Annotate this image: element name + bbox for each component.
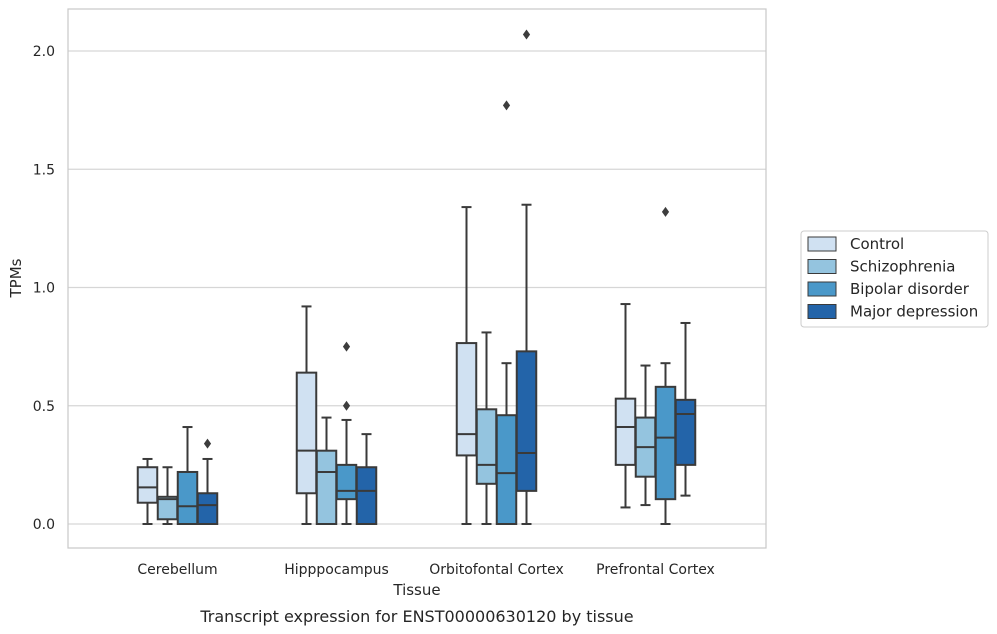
box-iqr	[176, 470, 199, 525]
x-tick-label: Prefrontal Cortex	[596, 562, 715, 578]
x-tick-label: Orbitofontal Cortex	[429, 562, 564, 578]
box-iqr	[515, 350, 538, 492]
y-tick-label: 1.5	[33, 162, 55, 178]
box-iqr	[196, 492, 219, 526]
legend-label: Major depression	[850, 303, 978, 321]
legend-items: Control Schizophrenia Bipolar disorder Majo…	[807, 235, 978, 321]
legend-item: Schizophrenia	[807, 258, 955, 276]
legend-label: Schizophrenia	[850, 258, 955, 276]
box-iqr	[295, 371, 318, 495]
legend-swatch	[807, 236, 837, 252]
box-iqr	[475, 408, 498, 485]
box-iqr	[614, 397, 637, 466]
outlier-point	[342, 400, 351, 411]
outlier-point	[661, 206, 670, 217]
box-iqr	[674, 398, 697, 466]
box-major-depression	[515, 29, 538, 525]
chart-caption: Transcript expression for ENST0000063012…	[199, 607, 633, 626]
box-bipolar-disorder	[335, 341, 358, 525]
outlier-point	[522, 29, 531, 40]
box-schizophrenia	[315, 416, 338, 525]
box-iqr	[654, 385, 677, 501]
y-tick-label: 1.0	[33, 281, 55, 297]
box-schizophrenia	[475, 331, 498, 525]
box-bipolar-disorder	[495, 100, 518, 525]
box-iqr	[355, 466, 378, 525]
legend-swatch	[807, 259, 837, 274]
legend-item: Bipolar disorder	[807, 280, 970, 298]
plot-frame	[67, 8, 767, 549]
box-control	[455, 206, 478, 525]
y-axis-label: TPMs	[7, 258, 25, 298]
box-control	[295, 305, 318, 525]
legend-swatch	[807, 304, 837, 319]
x-tick-label: Hipppocampus	[284, 562, 389, 578]
box-iqr	[136, 466, 159, 504]
box-iqr	[156, 495, 179, 521]
legend-item: Control	[807, 235, 904, 253]
box-schizophrenia	[156, 466, 179, 525]
y-tick-labels: 0.0 0.5 1.0 1.5 2.0	[33, 44, 55, 533]
box-control	[136, 457, 159, 525]
y-tick-label: 0.0	[33, 517, 55, 533]
legend-item: Major depression	[807, 303, 978, 321]
y-tick-label: 2.0	[33, 44, 55, 60]
box-control	[614, 303, 637, 509]
outlier-point	[203, 438, 212, 449]
box-bipolar-disorder	[176, 426, 199, 525]
box-major-depression	[674, 321, 697, 497]
box-iqr	[455, 342, 478, 457]
outlier-point	[342, 341, 351, 352]
box-iqr	[315, 449, 338, 525]
box-iqr	[335, 463, 358, 501]
box-iqr	[495, 414, 518, 525]
x-axis-label: Tissue	[392, 581, 440, 599]
legend-frame	[800, 230, 989, 328]
legend-swatch	[807, 281, 837, 297]
x-tick-label: Cerebellum	[137, 562, 217, 578]
gridlines	[68, 50, 766, 525]
box-schizophrenia	[634, 364, 657, 507]
box-bipolar-disorder	[654, 206, 677, 525]
y-tick-label: 0.5	[33, 399, 55, 415]
box-major-depression	[196, 438, 219, 526]
x-tick-labels: Cerebellum Hipppocampus Orbitofontal Corte…	[137, 562, 714, 578]
legend: Control Schizophrenia Bipolar disorder Majo…	[800, 230, 989, 328]
plot-boxes	[136, 29, 697, 526]
legend-label: Bipolar disorder	[850, 280, 970, 298]
outlier-point	[502, 100, 511, 111]
legend-label: Control	[850, 235, 904, 253]
box-major-depression	[355, 433, 378, 525]
